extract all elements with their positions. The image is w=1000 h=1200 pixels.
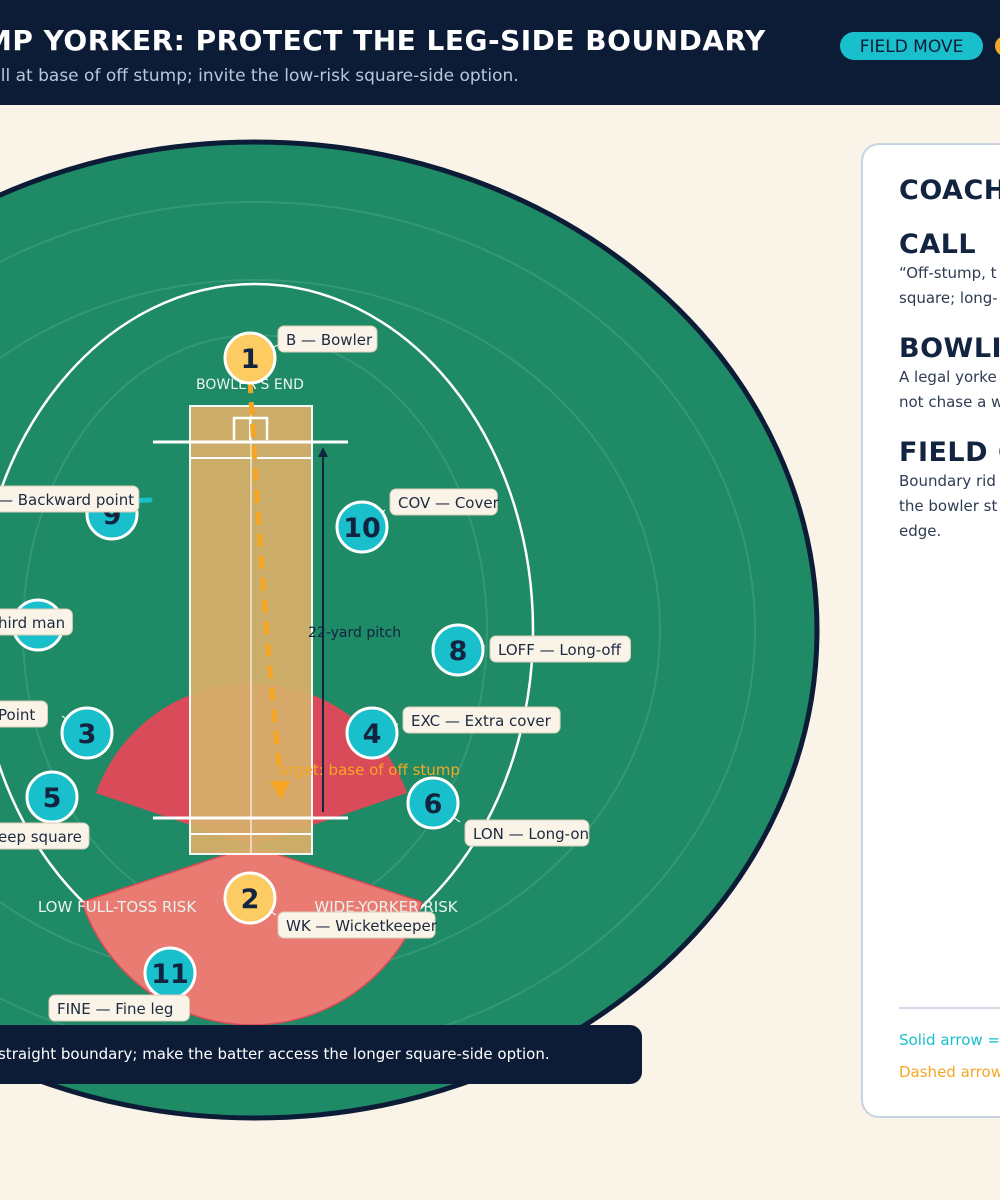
section-line: edge. xyxy=(899,522,942,540)
fielder-label-box xyxy=(0,822,90,850)
section-line: square; long- xyxy=(899,289,998,307)
fielder-marker[interactable]: 7hird man xyxy=(0,598,73,652)
section-title-bowling: BOWLI xyxy=(899,333,1000,364)
fielder-dot xyxy=(223,331,277,385)
page-subtitle: ull at base of off stump; invite the low… xyxy=(0,66,519,86)
status-dot-icon xyxy=(995,36,1000,56)
fielder-label-box xyxy=(0,485,140,513)
fielder-label-box xyxy=(489,635,631,663)
section-line: Boundary rid xyxy=(899,472,996,490)
section-title-call: CALL xyxy=(899,229,977,260)
fielder-label-box xyxy=(48,994,190,1022)
fielder-marker[interactable]: 1 B — Bowler xyxy=(223,325,378,385)
fielder-label: EXC — Extra cover xyxy=(411,712,552,730)
fielder-label: COV — Cover xyxy=(398,494,500,512)
fielder-label-box xyxy=(0,608,73,636)
legend-solid-arrow: Solid arrow = xyxy=(899,1031,1000,1049)
fielder-label: FINE — Fine leg xyxy=(57,1000,173,1018)
panel-divider xyxy=(899,1007,1000,1009)
outfield-boundary xyxy=(0,139,820,1121)
fielder-dot xyxy=(431,623,485,677)
fielder-number: 10 xyxy=(343,513,381,544)
section-body-call: “Off-stump, t square; long- xyxy=(899,261,1000,311)
fielder-marker[interactable]: 8 LOFF — Long-off xyxy=(431,623,631,677)
header-bar: MP YORKER: PROTECT THE LEG-SIDE BOUNDARY… xyxy=(0,0,1000,105)
low-full-toss-label: LOW FULL-TOSS RISK xyxy=(38,898,197,916)
fielder-marker[interactable]: 4 EXC — Extra cover xyxy=(345,706,561,760)
fielder-label-box xyxy=(402,706,561,734)
delivery-path-arrow xyxy=(247,379,283,776)
coach-panel: COACH CALL “Off-stump, t square; long- B… xyxy=(861,143,1000,1118)
fielder-label-box xyxy=(464,819,590,847)
fielder-label: B — Bowler xyxy=(286,331,373,349)
fielder-label: hird man xyxy=(0,614,65,632)
legend-dashed-arrow: Dashed arrow xyxy=(899,1063,1000,1081)
section-line: A legal yorke xyxy=(899,368,997,386)
fielder-dot xyxy=(406,776,460,830)
fielder-label: eep square xyxy=(0,828,82,846)
field-move-badge[interactable]: FIELD MOVE xyxy=(840,32,983,60)
delivery-arrowhead-icon xyxy=(270,781,290,800)
fielder-marker[interactable]: 5 eep square xyxy=(0,770,90,850)
section-body-field: Boundary rid the bowler st edge. xyxy=(899,469,1000,544)
target-label: arget: base of off stump xyxy=(279,761,460,779)
pitch-length-label: 22-yard pitch xyxy=(308,625,401,641)
section-title-field: FIELD C xyxy=(899,437,1000,468)
fielder-number: 8 xyxy=(449,636,468,667)
fielders-layer: 1 B — Bowler 2 WK — Wicketkeeper 3 Point 4 EXC … xyxy=(0,325,631,1022)
fielder-label-box xyxy=(277,325,378,353)
fielder-number: 2 xyxy=(241,884,260,915)
fielder-marker[interactable]: 9— Backward point xyxy=(0,485,140,541)
fielder-label: — Backward point xyxy=(0,491,134,509)
section-body-bowling: A legal yorke not chase a w xyxy=(899,365,1000,415)
fielder-marker[interactable]: 10 COV — Cover xyxy=(335,488,500,554)
fielder-marker[interactable]: 6 LON — Long-on xyxy=(406,776,590,847)
fielder-marker[interactable]: 2 WK — Wicketkeeper xyxy=(223,871,438,939)
section-line: the bowler st xyxy=(899,497,998,515)
fielder-dot xyxy=(60,706,114,760)
fielder-dot xyxy=(25,770,79,824)
fielder-dot xyxy=(335,500,389,554)
fielder-label: LON — Long-on xyxy=(473,825,589,843)
fielder-marker[interactable]: 11 FINE — Fine leg xyxy=(48,946,197,1022)
fielder-label-box xyxy=(389,488,498,516)
fielder-label: WK — Wicketkeeper xyxy=(286,917,438,935)
page-title: MP YORKER: PROTECT THE LEG-SIDE BOUNDARY xyxy=(0,24,766,57)
fielder-label: Point xyxy=(0,706,35,724)
fielder-label-box xyxy=(0,700,48,728)
section-line: not chase a w xyxy=(899,393,1000,411)
section-line: “Off-stump, t xyxy=(899,264,997,282)
fielder-marker[interactable]: 3 Point xyxy=(0,700,114,760)
fielder-label-box xyxy=(277,911,436,939)
footer-note: e straight boundary; make the batter acc… xyxy=(0,1025,642,1084)
fielder-dot xyxy=(223,871,277,925)
fielder-number: 6 xyxy=(424,789,443,820)
fielder-label: LOFF — Long-off xyxy=(498,641,622,659)
fielder-number: 3 xyxy=(78,719,97,750)
fielder-dot xyxy=(345,706,399,760)
fielder-number: 4 xyxy=(363,719,382,750)
fielder-number: 11 xyxy=(151,959,189,990)
panel-heading: COACH xyxy=(899,175,1000,206)
fielder-number: 5 xyxy=(43,783,62,814)
fielder-number: 1 xyxy=(241,344,260,375)
